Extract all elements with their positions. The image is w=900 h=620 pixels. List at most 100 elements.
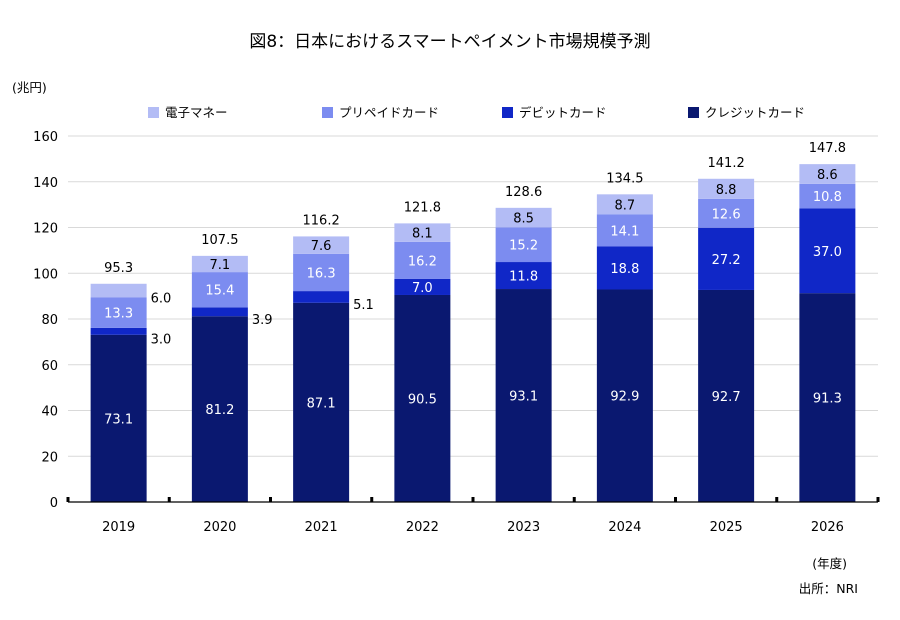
y-tick-label: 0 bbox=[50, 496, 58, 511]
x-tick-label: 2025 bbox=[710, 520, 743, 535]
legend-label: プリペイドカード bbox=[339, 105, 439, 120]
bar-segment bbox=[698, 198, 755, 228]
x-tick-mark bbox=[471, 497, 475, 502]
legend-swatch bbox=[322, 107, 333, 118]
data-label: 8.8 bbox=[716, 183, 737, 198]
data-label: 11.8 bbox=[509, 270, 538, 285]
data-label: 5.1 bbox=[353, 298, 374, 313]
bar-segment bbox=[394, 278, 451, 295]
y-axis-ticks: 0 20 40 60 80 100 120 140 160 bbox=[33, 130, 58, 511]
bar-stack-2019: 73.1 3.0 13.3 6.0 95.3 bbox=[90, 261, 172, 502]
x-tick-mark bbox=[674, 497, 677, 502]
data-label: 93.1 bbox=[509, 390, 538, 405]
data-label: 8.1 bbox=[412, 227, 433, 242]
data-label: 92.7 bbox=[712, 390, 741, 405]
x-tick-label: 2022 bbox=[406, 520, 439, 535]
bar-segment bbox=[191, 255, 248, 273]
bars: 73.1 3.0 13.3 6.0 95.3 81.2 3.9 15.4 7.1 107.5 87.… bbox=[90, 141, 856, 502]
gridlines bbox=[68, 135, 878, 457]
bar-segment bbox=[293, 236, 350, 254]
bar-segment bbox=[293, 302, 350, 502]
y-tick-label: 20 bbox=[41, 450, 58, 465]
bar-segment bbox=[495, 289, 552, 502]
bar-segment bbox=[191, 307, 248, 317]
data-label: 3.0 bbox=[151, 332, 172, 347]
bar-segment bbox=[799, 183, 856, 209]
bar-segment bbox=[698, 178, 755, 199]
bar-segment bbox=[293, 291, 350, 303]
data-label: 8.6 bbox=[817, 168, 838, 183]
y-tick-label: 60 bbox=[41, 359, 58, 374]
total-label: 121.8 bbox=[404, 200, 441, 215]
y-tick-label: 40 bbox=[41, 405, 58, 420]
data-label: 6.0 bbox=[151, 292, 172, 307]
data-label: 8.7 bbox=[615, 198, 636, 213]
bar-segment bbox=[596, 214, 653, 247]
bar-segment bbox=[799, 164, 856, 184]
bar-segment bbox=[394, 223, 451, 242]
data-label: 87.1 bbox=[307, 396, 336, 411]
bar-stack-2025: 92.7 27.2 12.6 8.8 141.2 bbox=[698, 156, 755, 502]
x-tick-mark bbox=[66, 497, 70, 502]
total-label: 128.6 bbox=[505, 185, 542, 200]
data-label: 90.5 bbox=[408, 392, 437, 407]
x-tick-label: 2020 bbox=[203, 520, 236, 535]
bar-segment bbox=[698, 289, 755, 502]
data-label: 73.1 bbox=[104, 412, 133, 427]
y-tick-label: 120 bbox=[33, 222, 58, 237]
source-note: 出所：NRI bbox=[799, 581, 858, 596]
legend-swatch bbox=[688, 107, 699, 118]
data-label: 7.1 bbox=[210, 258, 231, 273]
data-label: 15.4 bbox=[205, 284, 234, 299]
x-axis bbox=[66, 497, 880, 503]
data-label: 16.3 bbox=[307, 266, 336, 281]
x-tick-label: 2019 bbox=[102, 520, 135, 535]
data-label: 27.2 bbox=[712, 253, 741, 268]
total-label: 147.8 bbox=[809, 141, 846, 156]
data-label: 92.9 bbox=[610, 390, 639, 405]
bar-segment bbox=[90, 334, 147, 502]
bar-segment bbox=[90, 297, 147, 328]
x-tick-label: 2024 bbox=[608, 520, 641, 535]
data-label: 15.2 bbox=[509, 239, 538, 254]
y-tick-label: 100 bbox=[33, 267, 58, 282]
bar-segment bbox=[698, 227, 755, 290]
bar-segment bbox=[495, 227, 552, 263]
data-label: 14.1 bbox=[610, 224, 639, 239]
legend-swatch bbox=[148, 107, 159, 118]
data-label: 7.0 bbox=[412, 281, 433, 296]
x-tick-mark bbox=[775, 497, 779, 502]
data-label: 7.6 bbox=[311, 239, 332, 254]
bar-segment bbox=[596, 289, 653, 502]
bar-segment bbox=[596, 246, 653, 290]
bar-segment bbox=[90, 327, 147, 335]
x-tick-label: 2026 bbox=[811, 520, 844, 535]
bar-stack-2020: 81.2 3.9 15.4 7.1 107.5 bbox=[191, 233, 273, 502]
x-tick-label: 2021 bbox=[305, 520, 338, 535]
bar-stack-2021: 87.1 5.1 16.3 7.6 116.2 bbox=[293, 213, 374, 502]
bar-segment bbox=[799, 208, 856, 294]
bar-segment bbox=[799, 293, 856, 502]
x-tick-mark bbox=[167, 497, 171, 502]
x-tick-mark bbox=[269, 497, 272, 502]
x-tick-mark bbox=[572, 497, 576, 502]
data-label: 18.8 bbox=[610, 262, 639, 277]
legend-label: デビットカード bbox=[519, 105, 607, 120]
x-tick-mark bbox=[370, 497, 374, 502]
chart-title: 図8：日本におけるスマートペイメント市場規模予測 bbox=[249, 32, 650, 52]
bar-segment bbox=[394, 294, 451, 502]
total-label: 95.3 bbox=[104, 261, 133, 276]
data-label: 13.3 bbox=[104, 307, 133, 322]
data-label: 8.5 bbox=[513, 212, 534, 227]
bar-stack-2024: 92.9 18.8 14.1 8.7 134.5 bbox=[596, 171, 653, 502]
x-axis-tick-labels: 2019 2020 2021 2022 2023 2024 2025 2026 bbox=[102, 520, 844, 535]
bar-segment bbox=[394, 241, 451, 279]
x-tick-label: 2023 bbox=[507, 520, 540, 535]
total-label: 116.2 bbox=[303, 213, 340, 228]
y-tick-label: 140 bbox=[33, 176, 58, 191]
total-label: 134.5 bbox=[606, 171, 643, 186]
bar-segment bbox=[90, 283, 147, 298]
bar-segment bbox=[191, 272, 248, 308]
data-label: 3.9 bbox=[252, 313, 273, 328]
